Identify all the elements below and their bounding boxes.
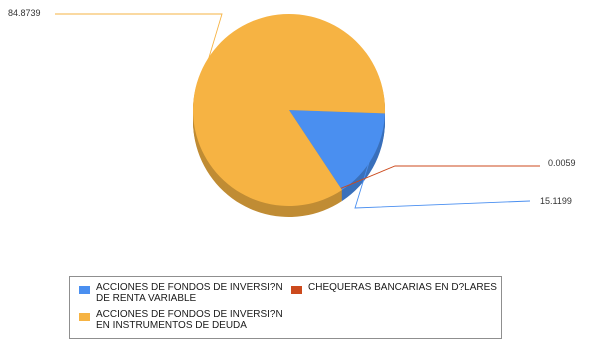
pie-slice-instrumentos-deuda[interactable] [192, 14, 385, 207]
legend-item-renta-variable[interactable]: ACCIONES DE FONDOS DE INVERSI?N DE RENTA… [79, 282, 294, 304]
pie-slice-chequeras[interactable] [289, 110, 343, 191]
leader-lines [55, 13, 540, 209]
legend-swatch-chequeras [291, 286, 302, 294]
leader-line-renta-variable [354, 155, 531, 209]
pie-slice-renta-variable[interactable] [289, 110, 385, 190]
leader-line-chequeras [340, 165, 540, 189]
data-labels: 15.1199 0.0059 84.8739 [8, 8, 576, 206]
legend-swatch-instrumentos-deuda [79, 313, 90, 321]
pie-slices [192, 14, 385, 207]
legend-label-renta-variable: ACCIONES DE FONDOS DE INVERSI?N DE RENTA… [96, 282, 283, 304]
data-label-chequeras: 0.0059 [548, 158, 576, 168]
legend-label-chequeras: CHEQUERAS BANCARIAS EN D?LARES [308, 282, 497, 293]
data-label-renta-variable: 15.1199 [540, 196, 572, 206]
legend-swatch-renta-variable [79, 286, 90, 294]
legend-label-instrumentos-deuda: ACCIONES DE FONDOS DE INVERSI?N EN INSTR… [96, 309, 283, 331]
leader-line-instrumentos-deuda [55, 13, 223, 65]
legend-item-instrumentos-deuda[interactable]: ACCIONES DE FONDOS DE INVERSI?N EN INSTR… [79, 309, 294, 331]
data-label-instrumentos-deuda: 84.8739 [8, 8, 41, 18]
legend: ACCIONES DE FONDOS DE INVERSI?N DE RENTA… [69, 276, 502, 339]
legend-item-chequeras[interactable]: CHEQUERAS BANCARIAS EN D?LARES [291, 282, 501, 294]
